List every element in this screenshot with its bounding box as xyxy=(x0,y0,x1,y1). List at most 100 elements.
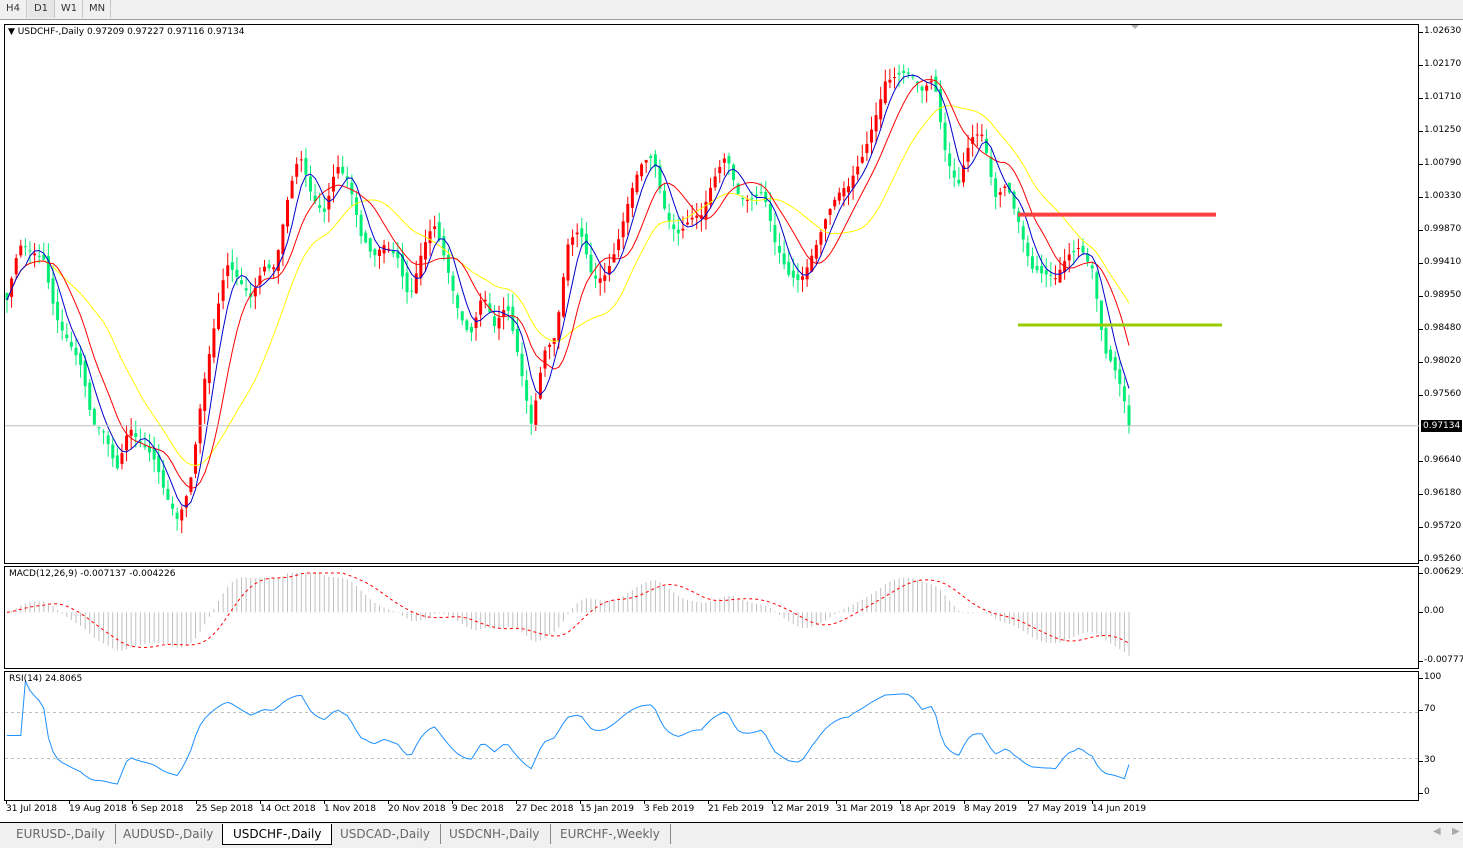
bullish-candle xyxy=(690,217,694,220)
bearish-candle xyxy=(791,270,795,278)
bearish-candle xyxy=(437,222,441,240)
tab-eurusd[interactable]: EURUSD-,Daily xyxy=(6,824,116,844)
bullish-candle xyxy=(1058,269,1062,283)
bullish-candle xyxy=(281,224,285,255)
bullish-candle xyxy=(814,244,818,259)
bearish-candle xyxy=(51,278,55,304)
date-axis-tick xyxy=(388,800,389,804)
timeframe-d1[interactable]: D1 xyxy=(28,0,55,18)
bullish-candle xyxy=(226,265,230,276)
bearish-candle xyxy=(520,353,524,377)
rsi-axis-tick xyxy=(1419,761,1423,762)
collapse-triangle-icon[interactable]: ▼ xyxy=(8,27,15,37)
date-axis-tick xyxy=(1092,800,1093,804)
rsi-axis-label: 30 xyxy=(1424,755,1436,765)
bullish-candle xyxy=(1076,248,1080,250)
price-chart-panel[interactable] xyxy=(4,24,1419,564)
price-axis-tick xyxy=(1419,97,1423,99)
rsi-panel[interactable] xyxy=(4,671,1419,801)
timeframe-h4[interactable]: H4 xyxy=(0,0,27,18)
symbol-label: USDCHF-,Daily xyxy=(17,27,85,37)
bullish-candle xyxy=(929,80,933,83)
macd-panel[interactable] xyxy=(4,566,1419,669)
bearish-candle xyxy=(373,249,377,256)
timeframe-w1[interactable]: W1 xyxy=(56,0,83,18)
date-axis-label: 19 Aug 2018 xyxy=(69,804,127,814)
bullish-candle xyxy=(1003,186,1007,189)
scroll-right-icon[interactable]: ▶ xyxy=(1452,826,1460,837)
bullish-candle xyxy=(847,186,850,193)
chart-header: ▼ USDCHF-,Daily 0.97209 0.97227 0.97116 … xyxy=(8,27,244,37)
bearish-candle xyxy=(313,195,317,202)
bearish-candle xyxy=(267,264,271,269)
bearish-candle xyxy=(897,72,901,75)
bearish-candle xyxy=(92,408,96,425)
bullish-candle xyxy=(971,137,975,144)
bearish-candle xyxy=(672,224,676,230)
bearish-candle xyxy=(354,197,358,215)
price-axis-label: 0.99410 xyxy=(1424,256,1462,267)
bullish-candle xyxy=(635,174,639,193)
bullish-candle xyxy=(497,317,501,329)
date-axis-label: 14 Oct 2018 xyxy=(260,804,316,814)
scroll-left-icon[interactable]: ◀ xyxy=(1433,826,1441,837)
bearish-candle xyxy=(138,441,142,443)
date-axis-tick xyxy=(644,800,645,804)
bullish-candle xyxy=(966,147,970,162)
bearish-candle xyxy=(60,321,64,331)
bearish-candle xyxy=(589,254,593,273)
rsi-axis-tick xyxy=(1419,793,1423,794)
chart-shift-marker-icon xyxy=(1131,25,1139,29)
bearish-candle xyxy=(1035,265,1039,271)
bearish-candle xyxy=(23,246,27,248)
bearish-candle xyxy=(911,76,915,78)
bullish-candle xyxy=(253,287,257,297)
bearish-candle xyxy=(111,444,115,459)
bearish-candle xyxy=(1104,328,1108,354)
bullish-candle xyxy=(299,159,303,161)
date-axis-label: 21 Feb 2019 xyxy=(708,804,765,814)
date-axis-tick xyxy=(132,800,133,804)
price-axis-label: 0.98020 xyxy=(1424,356,1462,367)
date-axis-tick xyxy=(516,800,517,804)
bullish-candle xyxy=(879,99,883,120)
date-axis-label: 31 Mar 2019 xyxy=(836,804,894,814)
medium-moving-average-line xyxy=(6,79,1130,489)
tab-usdcad[interactable]: USDCAD-,Daily xyxy=(330,824,441,844)
bearish-candle xyxy=(396,252,400,259)
bullish-candle xyxy=(883,81,887,104)
bullish-candle xyxy=(479,300,483,315)
bearish-candle xyxy=(1072,250,1076,253)
macd-axis-tick xyxy=(1419,612,1423,613)
bullish-candle xyxy=(263,266,267,272)
bearish-candle xyxy=(741,198,745,200)
bearish-candle xyxy=(663,190,667,209)
bearish-candle xyxy=(166,488,170,500)
bearish-candle xyxy=(451,275,455,291)
bullish-candle xyxy=(630,188,634,208)
bullish-candle xyxy=(561,277,565,317)
bearish-candle xyxy=(391,250,395,254)
tab-audusd[interactable]: AUDUSD-,Daily xyxy=(113,824,225,844)
bullish-candle xyxy=(681,228,685,231)
bearish-candle xyxy=(1044,270,1048,275)
tab-usdcnh[interactable]: USDCNH-,Daily xyxy=(439,824,551,844)
bearish-candle xyxy=(920,86,924,91)
macd-axis-label: -0.007777 xyxy=(1424,655,1463,665)
bearish-candle xyxy=(442,236,446,256)
timeframe-mn[interactable]: MN xyxy=(84,0,111,18)
bullish-candle xyxy=(483,299,487,302)
bullish-candle xyxy=(833,199,837,207)
bullish-candle xyxy=(621,221,625,238)
date-axis-tick xyxy=(196,800,197,804)
bearish-candle xyxy=(584,233,588,255)
bullish-candle xyxy=(718,167,722,174)
tab-eurchf[interactable]: EURCHF-,Weekly xyxy=(550,824,671,844)
bullish-candle xyxy=(828,209,832,216)
tab-usdchf[interactable]: USDCHF-,Daily xyxy=(222,824,333,845)
bearish-candle xyxy=(755,194,759,197)
bearish-candle xyxy=(97,427,101,429)
price-axis-tick xyxy=(1419,196,1423,198)
bullish-candle xyxy=(695,215,699,218)
bullish-candle xyxy=(842,188,846,197)
